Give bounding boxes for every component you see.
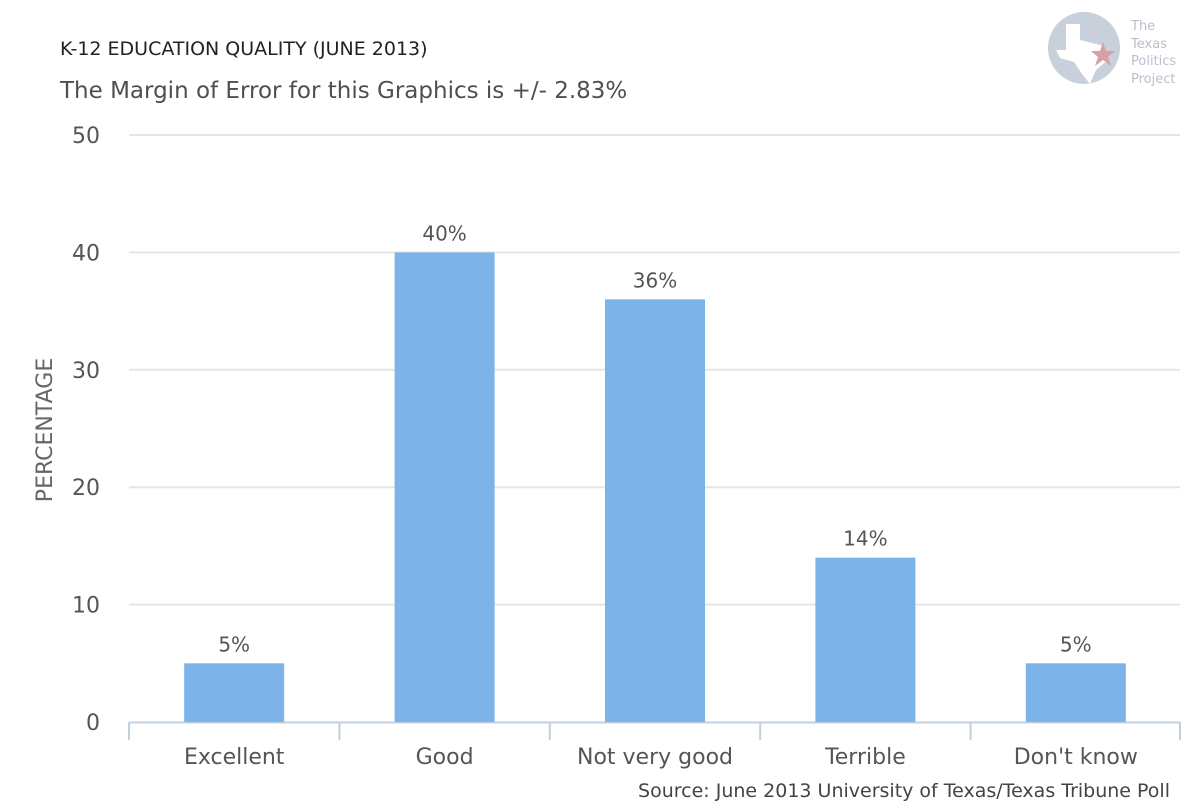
data-label: 14% xyxy=(843,527,887,551)
x-tick-label: Terrible xyxy=(824,745,906,770)
chart-subtitle: The Margin of Error for this Graphics is… xyxy=(60,78,628,104)
y-axis-label: PERCENTAGE xyxy=(33,358,58,502)
x-tick-label: Excellent xyxy=(184,745,285,770)
data-label: 5% xyxy=(218,632,250,656)
logo-line: Politics xyxy=(1131,54,1177,69)
logo-text: The Texas Politics Project xyxy=(1131,18,1176,88)
bar xyxy=(605,299,705,722)
texas-politics-project-logo: The Texas Politics Project xyxy=(1046,12,1186,92)
y-tick-label: 30 xyxy=(72,359,100,384)
x-tick-label: Not very good xyxy=(577,745,733,770)
logo-line: Texas xyxy=(1131,36,1167,52)
data-label: 5% xyxy=(1060,632,1092,656)
y-tick-label: 40 xyxy=(72,241,100,266)
bar xyxy=(815,557,916,722)
bar xyxy=(394,252,495,722)
bar xyxy=(184,663,285,722)
chart-title: K-12 EDUCATION QUALITY (JUNE 2013) xyxy=(60,38,428,60)
bar xyxy=(1025,663,1126,722)
y-tick-label: 10 xyxy=(72,594,100,619)
x-tick-label: Good xyxy=(416,745,474,770)
data-label: 36% xyxy=(633,268,677,292)
y-tick-label: 50 xyxy=(72,124,100,149)
source-note: Source: June 2013 University of Texas/Te… xyxy=(638,780,1170,802)
y-tick-label: 20 xyxy=(72,476,100,501)
y-tick-label: 0 xyxy=(86,711,100,736)
logo-line: Project xyxy=(1131,71,1176,87)
logo-line: The xyxy=(1131,19,1156,34)
data-label: 40% xyxy=(422,221,466,245)
x-tick-label: Don't know xyxy=(1014,745,1138,770)
texas-map-star-icon xyxy=(1048,12,1120,84)
